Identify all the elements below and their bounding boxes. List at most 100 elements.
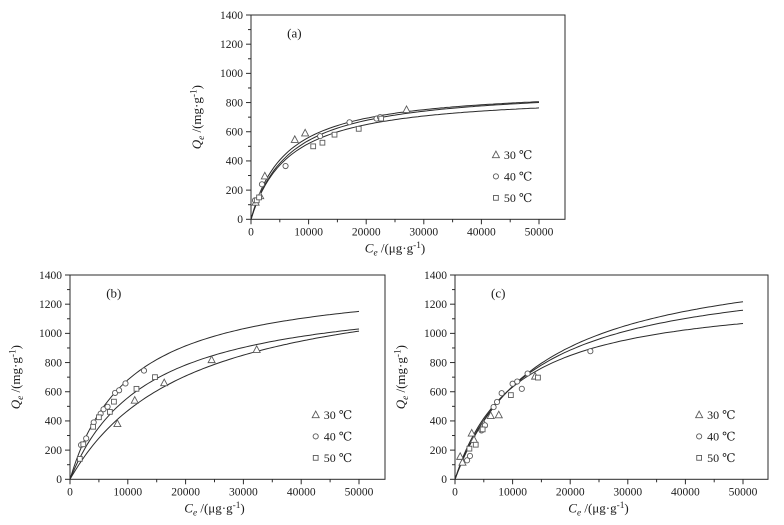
legend-label: 30 ℃ (707, 408, 735, 422)
data-point (122, 380, 129, 387)
data-point (455, 451, 465, 460)
x-axis: 0 10000 20000 30000 40000 50000 (67, 479, 374, 498)
series-circle (464, 348, 594, 464)
legend-label: 40 ℃ (324, 429, 352, 443)
x-axis: 0 10000 20000 30000 40000 50000 (248, 219, 554, 238)
y-tick-label: 1400 (39, 270, 62, 282)
data-point (76, 456, 83, 462)
plot-frame (250, 14, 566, 220)
x-axis: 0 10000 20000 30000 40000 50000 (452, 479, 758, 498)
data-point (498, 390, 505, 397)
y-tick-label: 600 (430, 387, 448, 399)
y-tick-label: 1200 (220, 39, 243, 51)
data-point (587, 348, 594, 355)
x-axis-label: Ce /(μg·g-1) (365, 240, 425, 258)
chart-panel-a: 0 10000 20000 30000 40000 50000 0 200 400 600 800 1… (189, 10, 566, 258)
x-axis-label: Ce /(μg·g-1) (568, 500, 628, 518)
data-point (508, 392, 514, 398)
x-tick-label: 20000 (556, 486, 585, 498)
panel-letter: (a) (287, 25, 301, 40)
plot-frame (454, 274, 769, 480)
series-square (466, 374, 541, 452)
series-square (76, 374, 158, 462)
data-point (290, 134, 300, 143)
data-point (133, 385, 140, 392)
legend-marker-triangle (311, 410, 320, 419)
y-axis-label: Qe /(mg·g-1) (393, 345, 411, 409)
y-tick-label: 1200 (424, 299, 447, 311)
x-tick-label: 0 (452, 486, 458, 498)
data-point (96, 414, 102, 421)
legend: 30 ℃ 40 ℃ 50 ℃ (491, 148, 532, 205)
fit-curves (250, 101, 540, 220)
y-tick-label: 200 (45, 445, 63, 457)
data-point (464, 457, 471, 464)
data-point (524, 370, 531, 377)
x-tick-label: 30000 (229, 486, 258, 498)
y-axis-label: Qe /(mg·g-1) (8, 345, 26, 409)
data-point (256, 194, 262, 201)
y-tick-label: 400 (430, 416, 448, 428)
data-point (331, 131, 338, 138)
x-tick-label: 40000 (467, 226, 496, 238)
y-axis: 0 200 400 600 800 1000 1200 1400 (424, 270, 455, 486)
data-point (130, 395, 139, 404)
y-tick-label: 1200 (39, 299, 62, 311)
data-point (472, 441, 479, 448)
data-point (402, 104, 411, 114)
data-point (317, 133, 324, 140)
data-point (90, 423, 96, 430)
data-point (159, 378, 169, 387)
data-point (355, 125, 362, 132)
legend-marker-square (312, 454, 319, 461)
fit-curves (454, 301, 744, 480)
y-tick-label: 1000 (39, 328, 62, 340)
series-square (253, 115, 385, 204)
y-tick-label: 0 (237, 214, 243, 226)
data-point (252, 344, 261, 353)
x-tick-label: 30000 (613, 486, 642, 498)
data-point (493, 398, 501, 406)
data-point (300, 128, 310, 137)
series-circle (251, 114, 384, 204)
y-tick-label: 1000 (424, 328, 447, 340)
data-point (486, 410, 495, 419)
fit-curve (250, 101, 540, 220)
fit-curve (69, 330, 360, 480)
fit-curve (250, 107, 540, 220)
plot-frame (69, 274, 386, 480)
data-point (535, 374, 541, 381)
legend-marker-circle (312, 433, 319, 440)
x-axis-label: Ce /(μg·g-1) (184, 500, 244, 518)
x-tick-label: 50000 (729, 486, 758, 498)
y-axis: 0 200 400 600 800 1000 1200 1400 (39, 270, 70, 486)
data-point (466, 445, 473, 452)
data-point (83, 435, 90, 442)
data-point (258, 181, 265, 188)
panel-letter: (c) (491, 285, 505, 300)
x-tick-label: 10000 (498, 486, 527, 498)
y-tick-label: 1400 (220, 10, 243, 22)
y-axis: 0 200 400 600 800 1000 1200 1400 (220, 10, 251, 226)
series-triangle (113, 344, 261, 427)
y-tick-label: 1000 (220, 68, 243, 80)
y-tick-label: 800 (226, 97, 244, 109)
legend-marker-triangle (491, 150, 501, 159)
data-point (458, 457, 467, 466)
data-point (140, 367, 148, 374)
x-tick-label: 30000 (409, 226, 438, 238)
y-tick-label: 0 (441, 474, 447, 486)
y-tick-label: 200 (226, 185, 244, 197)
data-point (282, 162, 289, 170)
data-point (467, 428, 476, 437)
x-tick-label: 0 (248, 226, 254, 238)
y-tick-label: 400 (226, 156, 244, 168)
y-tick-label: 600 (45, 387, 63, 399)
x-tick-label: 10000 (294, 226, 323, 238)
data-point (514, 378, 521, 385)
data-point (152, 374, 158, 381)
x-tick-label: 20000 (352, 226, 381, 238)
data-point (260, 171, 270, 180)
fit-curve (454, 309, 744, 480)
